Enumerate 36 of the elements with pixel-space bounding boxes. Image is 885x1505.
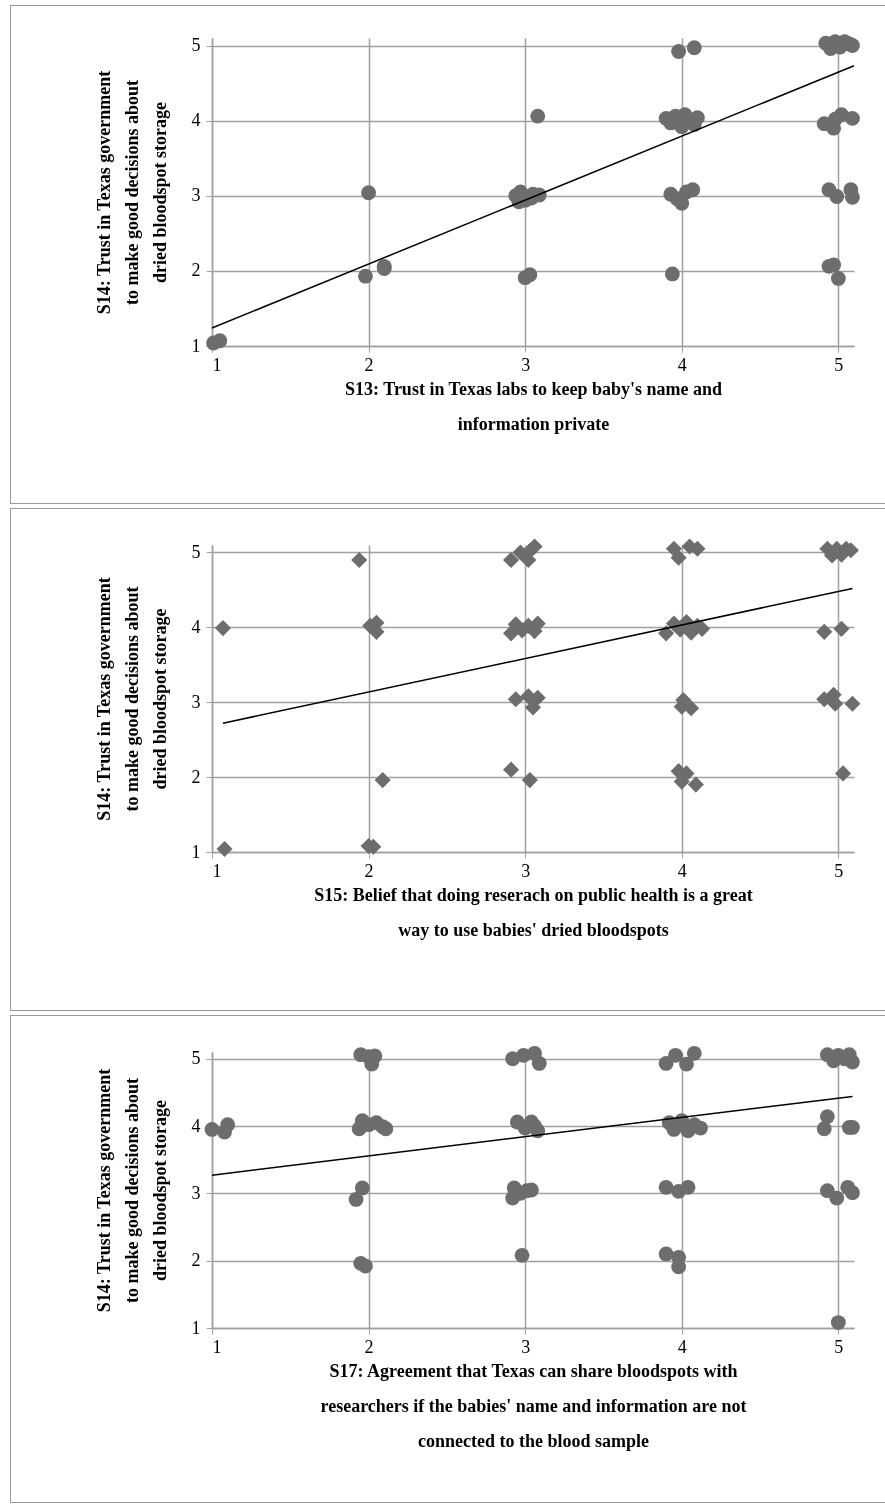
x-tick-label: 1	[212, 860, 222, 881]
x-tick-label: 2	[364, 1336, 374, 1357]
y-tick-label: 3	[191, 691, 201, 712]
x-tick-label: 4	[677, 354, 687, 375]
x-tick-label: 1	[212, 1336, 222, 1357]
x-tick-label: 5	[834, 860, 844, 881]
x-tick-label: 5	[834, 1336, 844, 1357]
x-tick-label: 3	[521, 860, 531, 881]
y-tick-label: 4	[191, 110, 201, 131]
x-axis-title: S17: Agreement that Texas can share bloodspots with researchers if the babies' name and information are not connected to the blood sample	[320, 1360, 747, 1451]
x-tick-label: 3	[521, 354, 531, 375]
y-tick-label: 3	[191, 1182, 201, 1203]
y-axis-title: S14: Trust in Texas government to make good decisions about dried bloodspot storage	[93, 1068, 170, 1313]
x-tick-label: 2	[364, 860, 374, 881]
x-tick-label: 4	[677, 1336, 687, 1357]
y-tick-label: 2	[191, 1250, 201, 1271]
x-axis-title: S15: Belief that doing reserach on public health is a great way to use babies' dried bloodspots	[314, 884, 753, 940]
y-tick-label: 4	[191, 616, 201, 637]
y-tick-label: 1	[191, 841, 201, 862]
y-tick-label: 5	[191, 541, 201, 562]
x-tick-label: 3	[521, 1336, 531, 1357]
x-tick-label: 2	[364, 354, 374, 375]
y-tick-label: 4	[191, 1115, 201, 1136]
y-axis-title: S14: Trust in Texas government to make good decisions about dried bloodspot storage	[93, 70, 170, 315]
y-tick-label: 1	[191, 335, 201, 356]
y-axis-title: S14: Trust in Texas government to make good decisions about dried bloodspot storage	[93, 577, 170, 821]
y-tick-label: 5	[191, 35, 201, 56]
x-tick-label: 4	[677, 860, 687, 881]
x-axis-title: S13: Trust in Texas labs to keep baby's name and information private	[345, 378, 722, 434]
y-tick-label: 2	[191, 260, 201, 281]
y-tick-label: 5	[191, 1048, 201, 1069]
y-tick-label: 3	[191, 185, 201, 206]
x-tick-label: 1	[212, 354, 222, 375]
x-tick-label: 5	[834, 354, 844, 375]
y-tick-label: 2	[191, 766, 201, 787]
y-tick-label: 1	[191, 1317, 201, 1338]
